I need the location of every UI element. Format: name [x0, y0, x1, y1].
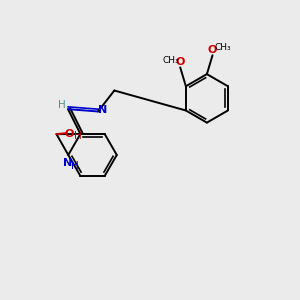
Text: O: O	[208, 45, 217, 55]
Text: CH₃: CH₃	[162, 56, 179, 64]
Text: CH₃: CH₃	[214, 44, 231, 52]
Text: H: H	[74, 131, 82, 142]
Text: O: O	[64, 129, 74, 139]
Text: N: N	[98, 105, 108, 115]
Text: H: H	[58, 100, 66, 110]
Text: N: N	[62, 158, 72, 168]
Text: O: O	[176, 57, 185, 68]
Text: H: H	[71, 161, 79, 171]
